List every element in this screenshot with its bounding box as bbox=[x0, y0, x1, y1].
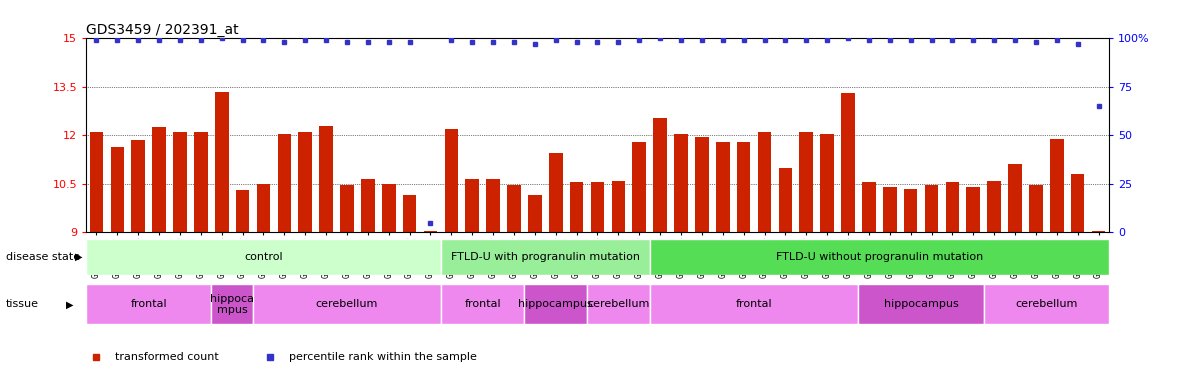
Bar bbox=[967, 187, 980, 232]
Bar bbox=[319, 126, 333, 232]
Bar bbox=[1009, 164, 1022, 232]
Text: GDS3459 / 202391_at: GDS3459 / 202391_at bbox=[86, 23, 239, 37]
Bar bbox=[983, 284, 1109, 324]
Text: percentile rank within the sample: percentile rank within the sample bbox=[288, 352, 477, 362]
Bar bbox=[341, 185, 354, 232]
Bar bbox=[587, 284, 650, 324]
Bar bbox=[841, 93, 854, 232]
Text: transformed count: transformed count bbox=[115, 352, 219, 362]
Bar bbox=[650, 284, 858, 324]
Text: cerebellum: cerebellum bbox=[587, 299, 650, 310]
Bar bbox=[382, 184, 396, 232]
Text: control: control bbox=[244, 252, 283, 262]
Bar bbox=[945, 182, 960, 232]
Text: tissue: tissue bbox=[6, 299, 39, 310]
Text: frontal: frontal bbox=[130, 299, 167, 310]
Bar bbox=[277, 134, 292, 232]
Bar bbox=[215, 92, 228, 232]
Bar bbox=[299, 132, 312, 232]
Bar bbox=[152, 127, 166, 232]
Bar bbox=[779, 168, 792, 232]
Bar bbox=[716, 142, 729, 232]
Bar bbox=[441, 239, 650, 275]
Text: frontal: frontal bbox=[465, 299, 501, 310]
Bar bbox=[1029, 185, 1043, 232]
Text: FTLD-U without progranulin mutation: FTLD-U without progranulin mutation bbox=[776, 252, 983, 262]
Text: ▶: ▶ bbox=[66, 299, 73, 310]
Bar bbox=[925, 185, 938, 232]
Text: hippoca
mpus: hippoca mpus bbox=[210, 293, 255, 315]
Bar bbox=[528, 195, 541, 232]
Bar bbox=[361, 179, 375, 232]
Bar bbox=[987, 180, 1001, 232]
Bar bbox=[235, 190, 250, 232]
Bar bbox=[253, 284, 441, 324]
Bar bbox=[590, 182, 605, 232]
Bar bbox=[903, 189, 918, 232]
Bar bbox=[90, 132, 103, 232]
Bar bbox=[441, 284, 525, 324]
Bar bbox=[549, 153, 563, 232]
Bar bbox=[632, 142, 646, 232]
Bar bbox=[1071, 174, 1084, 232]
Bar bbox=[403, 195, 416, 232]
Bar bbox=[257, 184, 270, 232]
Bar bbox=[424, 231, 437, 232]
Bar bbox=[737, 142, 750, 232]
Bar bbox=[525, 284, 587, 324]
Bar bbox=[650, 239, 1109, 275]
Bar bbox=[883, 187, 896, 232]
Bar bbox=[466, 179, 479, 232]
Bar bbox=[111, 147, 124, 232]
Text: hippocampus: hippocampus bbox=[519, 299, 593, 310]
Bar bbox=[858, 284, 983, 324]
Bar bbox=[758, 132, 771, 232]
Text: disease state: disease state bbox=[6, 252, 80, 262]
Bar bbox=[799, 132, 813, 232]
Text: FTLD-U with progranulin mutation: FTLD-U with progranulin mutation bbox=[451, 252, 639, 262]
Bar bbox=[654, 118, 667, 232]
Text: ▶: ▶ bbox=[75, 252, 82, 262]
Bar bbox=[507, 185, 521, 232]
Bar bbox=[695, 137, 709, 232]
Bar bbox=[862, 182, 876, 232]
Bar bbox=[86, 239, 441, 275]
Bar bbox=[486, 179, 500, 232]
Bar bbox=[612, 180, 625, 232]
Bar bbox=[1050, 139, 1064, 232]
Bar bbox=[820, 134, 834, 232]
Bar bbox=[131, 140, 145, 232]
Text: frontal: frontal bbox=[736, 299, 772, 310]
Bar bbox=[194, 132, 208, 232]
Bar bbox=[445, 129, 458, 232]
Bar bbox=[1092, 231, 1105, 232]
Text: cerebellum: cerebellum bbox=[1015, 299, 1078, 310]
Text: cerebellum: cerebellum bbox=[315, 299, 378, 310]
Bar bbox=[570, 182, 583, 232]
Bar bbox=[674, 134, 688, 232]
Bar bbox=[212, 284, 253, 324]
Bar bbox=[86, 284, 212, 324]
Text: hippocampus: hippocampus bbox=[883, 299, 958, 310]
Bar bbox=[173, 132, 186, 232]
